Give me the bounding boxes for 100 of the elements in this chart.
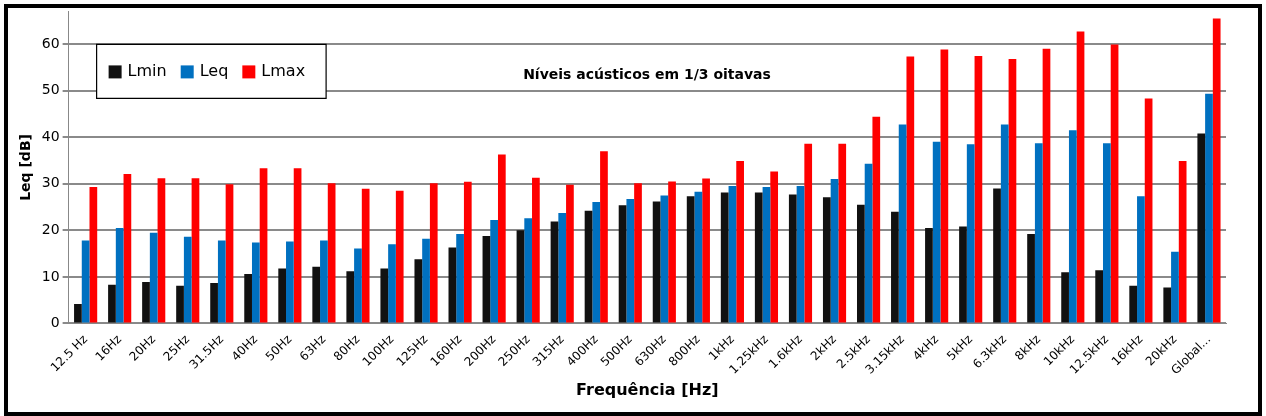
bar xyxy=(1008,58,1017,323)
bar xyxy=(838,143,847,323)
bar xyxy=(327,183,336,323)
bar xyxy=(320,240,328,323)
bar xyxy=(932,141,941,323)
bar xyxy=(822,197,831,323)
y-tick-label: 50 xyxy=(41,81,60,98)
bar xyxy=(176,285,184,323)
bar xyxy=(259,168,268,323)
bar xyxy=(940,49,949,323)
bar xyxy=(959,226,967,323)
bar xyxy=(524,218,533,323)
bar xyxy=(1163,287,1172,323)
bar xyxy=(414,259,423,323)
y-tick-label: 20 xyxy=(41,220,60,237)
bar xyxy=(720,192,729,323)
bar xyxy=(584,210,593,323)
y-axis-title: Leq [dB] xyxy=(17,134,34,201)
bar xyxy=(1103,143,1111,323)
bar xyxy=(770,171,779,323)
bar xyxy=(361,188,370,323)
bar xyxy=(1171,251,1179,323)
bar xyxy=(618,205,627,323)
bar xyxy=(115,227,124,323)
bar xyxy=(925,227,933,323)
bar xyxy=(149,232,158,323)
x-axis-title: Frequência [Hz] xyxy=(576,379,719,399)
bar xyxy=(422,238,430,323)
bar xyxy=(429,183,438,323)
bar xyxy=(660,195,669,323)
bar xyxy=(872,116,881,323)
bar xyxy=(395,190,404,323)
bar xyxy=(354,248,362,323)
bar xyxy=(456,234,464,323)
bar xyxy=(516,230,525,323)
bar xyxy=(286,241,294,323)
bar xyxy=(1197,133,1206,323)
bar xyxy=(652,201,661,323)
bar xyxy=(380,268,389,323)
bar xyxy=(804,143,813,323)
bar xyxy=(694,191,703,323)
bar xyxy=(346,271,355,323)
bar xyxy=(558,213,567,323)
bar xyxy=(108,284,116,323)
bar xyxy=(762,186,771,323)
bar xyxy=(1178,160,1187,323)
legend-label: Leq xyxy=(199,60,229,80)
bar xyxy=(891,211,899,323)
bar xyxy=(74,303,82,323)
bar xyxy=(1000,124,1009,323)
bar xyxy=(1076,31,1085,323)
bar xyxy=(1034,143,1043,323)
bar xyxy=(1042,48,1051,323)
bar xyxy=(634,183,642,323)
bar xyxy=(736,160,744,323)
bar xyxy=(1095,270,1103,323)
bar xyxy=(497,154,506,323)
y-tick-label: 40 xyxy=(41,127,60,144)
legend-label: Lmin xyxy=(127,60,167,80)
bar xyxy=(788,194,797,323)
legend-label: Lmax xyxy=(261,60,306,80)
bar xyxy=(1068,130,1077,323)
bar xyxy=(191,178,200,323)
bar xyxy=(1137,196,1145,323)
bar xyxy=(864,163,873,323)
bar xyxy=(278,268,287,323)
bar xyxy=(142,282,150,323)
bar xyxy=(210,282,218,323)
bar xyxy=(906,56,915,323)
bar xyxy=(81,240,90,323)
bar xyxy=(463,181,472,323)
bar xyxy=(1212,18,1221,323)
bar xyxy=(728,186,737,323)
bar xyxy=(626,199,635,323)
y-tick-label: 60 xyxy=(41,34,60,51)
bar xyxy=(388,244,396,323)
bar xyxy=(183,236,192,323)
bar xyxy=(244,274,252,323)
bar xyxy=(686,196,695,323)
bar xyxy=(966,144,975,323)
bar xyxy=(1129,285,1138,323)
bar xyxy=(482,235,491,323)
bar xyxy=(532,177,540,323)
bar xyxy=(293,168,302,323)
bar xyxy=(702,178,710,323)
bar xyxy=(251,242,260,323)
bar xyxy=(600,151,608,323)
bar xyxy=(857,204,865,323)
bar xyxy=(592,201,601,323)
y-tick-label: 0 xyxy=(50,314,60,331)
bar xyxy=(217,240,226,323)
y-tick-label: 10 xyxy=(41,267,60,284)
bar xyxy=(157,178,166,323)
bar xyxy=(1061,272,1069,323)
bar xyxy=(754,192,763,323)
bar xyxy=(225,184,234,323)
bar xyxy=(89,186,98,323)
bar xyxy=(490,220,498,323)
bar xyxy=(993,188,1001,323)
bar xyxy=(448,247,457,323)
